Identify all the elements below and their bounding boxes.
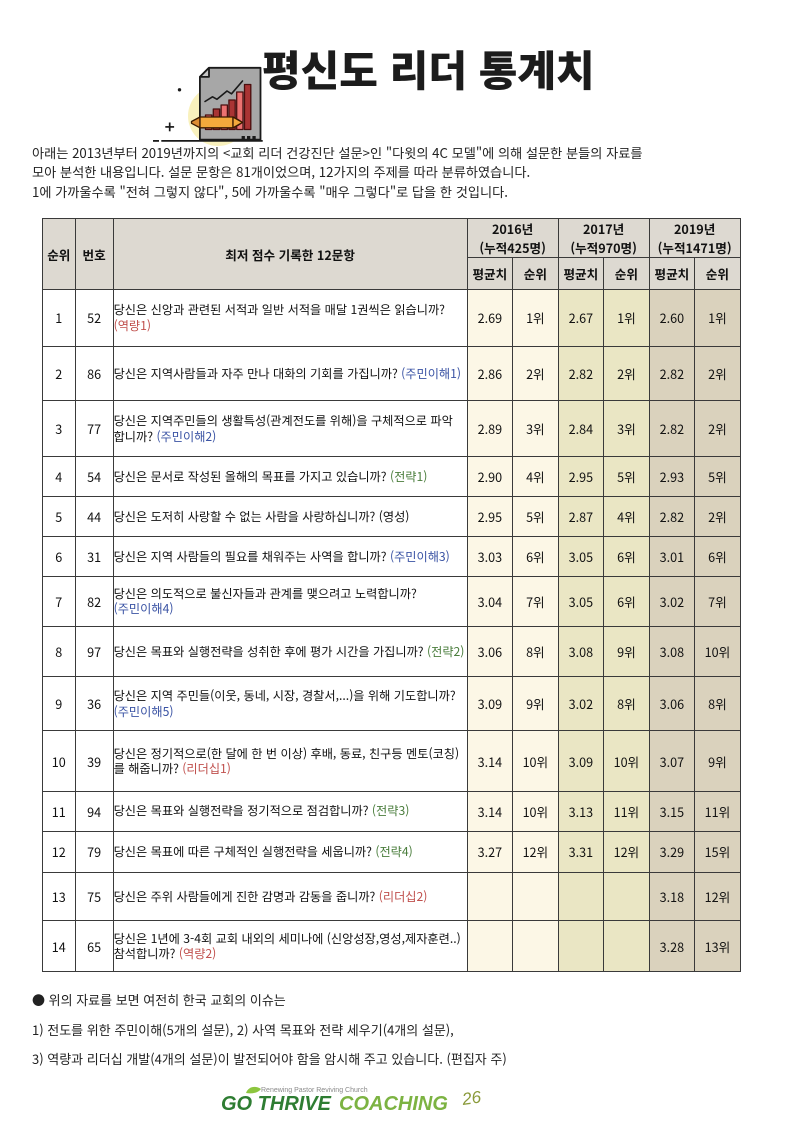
svg-text:26: 26 bbox=[460, 1087, 481, 1109]
svg-text:COACHING: COACHING bbox=[339, 1093, 448, 1115]
svg-text:GO THRIVE: GO THRIVE bbox=[221, 1093, 332, 1115]
